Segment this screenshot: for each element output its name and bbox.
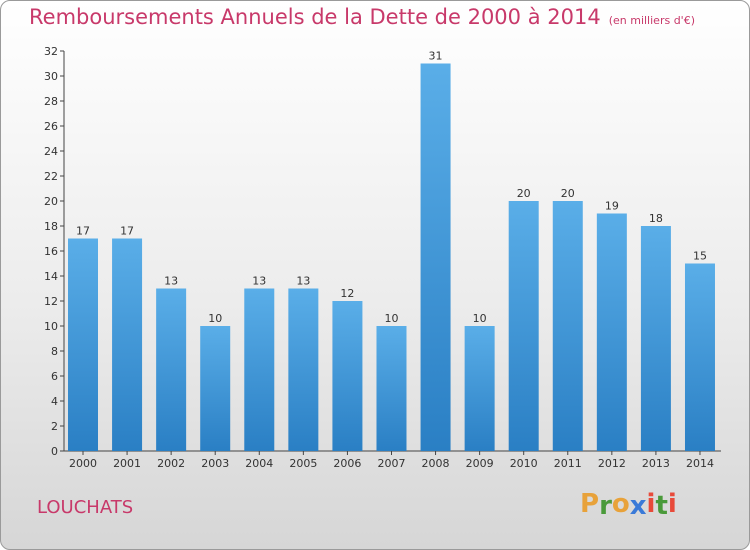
y-tick-label: 12 (44, 295, 58, 308)
bar-value-label: 13 (296, 275, 310, 288)
x-tick-label: 2003 (201, 457, 229, 470)
bar-2004 (244, 288, 275, 451)
bar-2010 (508, 201, 539, 451)
x-tick-label: 2011 (554, 457, 582, 470)
y-tick-label: 24 (44, 145, 58, 158)
bar-2009 (464, 326, 495, 451)
bar-2002 (156, 288, 187, 451)
bar-2007 (376, 326, 407, 451)
bar-value-label: 10 (384, 312, 398, 325)
chart-subtitle: (en milliers d'€) (608, 14, 695, 27)
x-tick-label: 2009 (466, 457, 494, 470)
bar-value-label: 10 (473, 312, 487, 325)
bar-value-label: 13 (164, 275, 178, 288)
y-tick-label: 14 (44, 270, 58, 283)
y-tick-label: 28 (44, 95, 58, 108)
y-tick-label: 30 (44, 70, 58, 83)
y-tick-label: 18 (44, 220, 58, 233)
x-tick-label: 2007 (377, 457, 405, 470)
logo-letter: r (599, 491, 612, 521)
logo-letter: P (580, 489, 600, 519)
proxiti-logo: Proxiti (580, 489, 677, 521)
bar-2014 (684, 263, 715, 451)
x-tick-label: 2014 (686, 457, 714, 470)
logo-letter: i (646, 489, 656, 519)
bars: 17 17 13 10 13 13 12 10 31 10 20 20 19 18 15 (68, 50, 715, 451)
bar-value-label: 10 (208, 312, 222, 325)
bar-value-label: 31 (429, 50, 443, 63)
y-tick-label: 16 (44, 245, 58, 258)
y-tick-label: 10 (44, 320, 58, 333)
y-tick-label: 26 (44, 120, 58, 133)
bar-value-label: 17 (76, 225, 90, 238)
bar-2011 (552, 201, 583, 451)
x-tick-label: 2013 (642, 457, 670, 470)
y-tick-label: 20 (44, 195, 58, 208)
y-tick-label: 0 (51, 445, 58, 458)
bar-2012 (596, 213, 627, 451)
x-tick-label: 2000 (69, 457, 97, 470)
bar-value-label: 18 (649, 212, 663, 225)
bar-2006 (332, 301, 363, 451)
bar-2001 (112, 238, 143, 451)
bar-2000 (68, 238, 98, 451)
title-row: Remboursements Annuels de la Dette de 20… (29, 5, 695, 29)
x-tick-label: 2012 (598, 457, 626, 470)
y-tick-label: 4 (51, 395, 58, 408)
bar-2013 (640, 226, 671, 451)
y-tick-label: 8 (51, 345, 58, 358)
x-tick-label: 2001 (113, 457, 141, 470)
bar-value-label: 12 (340, 287, 354, 300)
bar-2005 (288, 288, 319, 451)
y-tick-label: 22 (44, 170, 58, 183)
bar-value-label: 20 (517, 187, 531, 200)
chart-title: Remboursements Annuels de la Dette de 20… (29, 5, 601, 29)
logo-letter: t (655, 491, 668, 521)
logo-letter: o (611, 489, 630, 519)
bar-2003 (200, 326, 231, 451)
x-tick-label: 2008 (422, 457, 450, 470)
x-tick-label: 2010 (510, 457, 538, 470)
bar-value-label: 20 (561, 187, 575, 200)
commune-name: LOUCHATS (37, 497, 134, 518)
x-axis: 2000 2001 2002 2003 2004 2005 2006 2007 2008 2009… (64, 450, 721, 470)
bar-2008 (420, 63, 451, 451)
y-tick-label: 32 (44, 45, 58, 58)
bar-value-label: 15 (693, 250, 707, 263)
bar-value-label: 17 (120, 225, 134, 238)
x-tick-label: 2004 (245, 457, 273, 470)
x-tick-label: 2005 (289, 457, 317, 470)
y-tick-label: 2 (51, 420, 58, 433)
logo-letter: i (667, 489, 677, 519)
x-tick-label: 2002 (157, 457, 185, 470)
bar-value-label: 19 (605, 200, 619, 213)
y-tick-label: 6 (51, 370, 58, 383)
x-tick-label: 2006 (333, 457, 361, 470)
bar-value-label: 13 (252, 275, 266, 288)
logo-letter: x (629, 491, 647, 521)
